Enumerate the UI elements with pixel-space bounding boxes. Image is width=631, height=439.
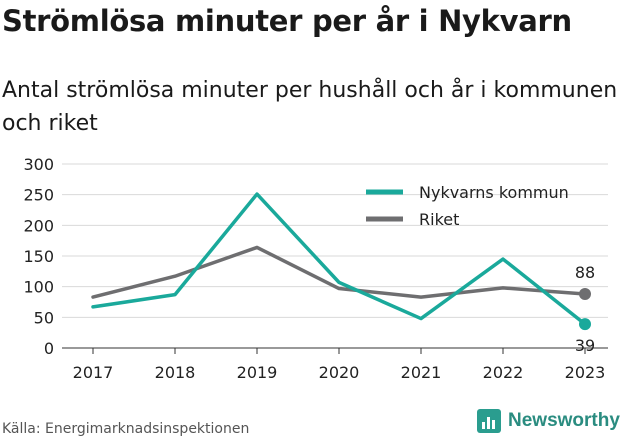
- series-line-nykvarn: [91, 192, 587, 326]
- x-tick-label: 2021: [401, 363, 442, 382]
- brand-name: Newsworthy: [508, 410, 620, 431]
- line-chart: 0 50 100 150 200 250 300 2017 2018 2019 2020 2021 20…: [23, 155, 608, 382]
- x-tick-label: 2017: [73, 363, 114, 382]
- y-tick-label: 200: [23, 216, 54, 235]
- brand-logo[interactable]: Newsworthy: [477, 409, 620, 433]
- bar-chart-icon: [477, 409, 501, 433]
- legend-label-nykvarn: Nykvarns kommun: [419, 183, 569, 202]
- y-tick-label: 100: [23, 278, 54, 297]
- chart-title: Strömlösa minuter per år i Nykvarn: [2, 4, 572, 38]
- source-text: Källa: Energimarknadsinspektionen: [2, 421, 250, 437]
- x-tick-label: 2023: [565, 363, 606, 382]
- x-tick-label: 2020: [319, 363, 360, 382]
- y-tick-label: 150: [23, 247, 54, 266]
- legend-label-riket: Riket: [419, 210, 459, 229]
- y-tick-label: 50: [34, 308, 54, 327]
- end-point-nykvarn: [579, 318, 591, 331]
- x-tick-label: 2019: [237, 363, 278, 382]
- data-label-nykvarn: 39: [575, 336, 595, 355]
- series-line-riket: [91, 245, 587, 299]
- y-tick-label: 250: [23, 186, 54, 205]
- x-tick-label: 2018: [155, 363, 196, 382]
- chart-subtitle: Antal strömlösa minuter per hushåll och …: [2, 78, 618, 136]
- x-tick-label: 2022: [483, 363, 524, 382]
- y-tick-label: 0: [44, 339, 54, 358]
- y-tick-label: 300: [23, 155, 54, 174]
- data-label-riket: 88: [575, 263, 595, 282]
- end-point-riket: [579, 288, 591, 301]
